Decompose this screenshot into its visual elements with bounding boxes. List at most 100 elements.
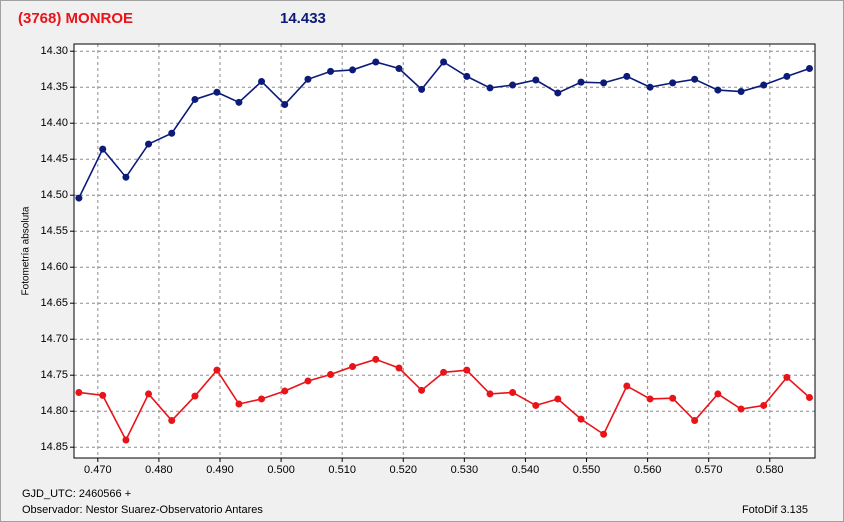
data-point <box>213 366 221 374</box>
x-tick-label: 0.580 <box>756 464 784 476</box>
data-point <box>235 98 243 106</box>
data-point <box>75 388 83 396</box>
data-point <box>669 394 677 402</box>
plot-border <box>73 43 816 459</box>
data-point <box>806 394 814 402</box>
data-point <box>304 75 312 83</box>
x-tick-label: 0.520 <box>389 464 417 476</box>
data-point <box>304 377 312 385</box>
y-tick-label: 14.75 <box>40 369 68 381</box>
y-tick-label: 14.30 <box>40 45 68 57</box>
data-point <box>646 83 654 91</box>
grid <box>74 44 815 458</box>
data-point <box>372 355 380 363</box>
data-point <box>714 86 722 94</box>
data-point <box>509 81 517 89</box>
data-point <box>191 95 199 103</box>
data-point <box>191 392 199 400</box>
data-point <box>463 366 471 374</box>
data-point <box>486 390 494 398</box>
data-point <box>145 390 153 398</box>
data-point <box>349 363 357 371</box>
y-tick-label: 14.70 <box>40 333 68 345</box>
data-point <box>554 89 562 97</box>
series-layer <box>75 58 814 444</box>
data-point <box>486 84 494 92</box>
observer-note: Observador: Nestor Suarez-Observatorio A… <box>22 504 263 516</box>
x-tick-label: 0.500 <box>267 464 295 476</box>
data-point <box>372 58 380 66</box>
data-point <box>623 382 631 390</box>
data-point <box>213 88 221 96</box>
data-point <box>463 72 471 80</box>
data-point <box>760 401 768 409</box>
data-point <box>532 76 540 84</box>
data-point <box>509 388 517 396</box>
x-tick-label: 0.510 <box>328 464 356 476</box>
data-point <box>418 85 426 93</box>
data-point <box>440 368 448 376</box>
chart-subtitle: 14.433 <box>280 10 326 27</box>
data-point <box>600 79 608 87</box>
y-tick-label: 14.80 <box>40 405 68 417</box>
data-point <box>646 395 654 403</box>
data-point <box>737 405 745 413</box>
data-point <box>281 100 289 108</box>
data-point <box>691 417 699 425</box>
x-tick-label: 0.550 <box>573 464 601 476</box>
data-point <box>691 75 699 83</box>
data-point <box>258 395 266 403</box>
chart-title: (3768) MONROE <box>18 10 133 27</box>
y-tick-label: 14.85 <box>40 441 68 453</box>
x-tick-label: 0.480 <box>145 464 173 476</box>
y-tick-label: 14.45 <box>40 153 68 165</box>
data-point <box>168 129 176 137</box>
data-point <box>577 78 585 86</box>
data-point <box>440 58 448 66</box>
software-note: FotoDif 3.135 <box>742 504 808 516</box>
data-point <box>99 391 107 399</box>
data-point <box>122 173 130 181</box>
data-point <box>418 386 426 394</box>
y-tick-label: 14.60 <box>40 261 68 273</box>
x-axis-label: GJD_UTC: 2460566 + <box>22 488 131 500</box>
plot-area <box>74 44 815 458</box>
data-point <box>327 67 335 75</box>
data-point <box>235 400 243 408</box>
data-point <box>258 77 266 85</box>
y-tick-label: 14.50 <box>40 189 68 201</box>
data-point <box>783 373 791 381</box>
data-point <box>760 81 768 89</box>
y-tick-label: 14.65 <box>40 297 68 309</box>
data-point <box>532 401 540 409</box>
y-tick-label: 14.55 <box>40 225 68 237</box>
data-point <box>395 364 403 372</box>
data-point <box>806 64 814 72</box>
y-tick-label: 14.40 <box>40 117 68 129</box>
data-point <box>395 64 403 72</box>
data-point <box>168 417 176 425</box>
x-tick-label: 0.490 <box>206 464 234 476</box>
data-point <box>737 88 745 96</box>
data-point <box>327 370 335 378</box>
data-point <box>623 72 631 80</box>
data-point <box>145 140 153 148</box>
x-tick-label: 0.570 <box>695 464 723 476</box>
data-point <box>281 387 289 395</box>
data-point <box>669 79 677 87</box>
y-tick-label: 14.35 <box>40 81 68 93</box>
data-point <box>577 415 585 423</box>
data-point <box>122 436 130 444</box>
y-axis-label: Fotometría absoluta <box>21 206 32 295</box>
x-tick-label: 0.540 <box>512 464 540 476</box>
data-point <box>349 66 357 74</box>
x-tick-label: 0.470 <box>84 464 112 476</box>
data-point <box>600 430 608 438</box>
x-tick-label: 0.560 <box>634 464 662 476</box>
data-point <box>783 72 791 80</box>
x-tick-label: 0.530 <box>451 464 479 476</box>
data-point <box>554 395 562 403</box>
data-point <box>99 145 107 153</box>
data-point <box>75 194 83 202</box>
